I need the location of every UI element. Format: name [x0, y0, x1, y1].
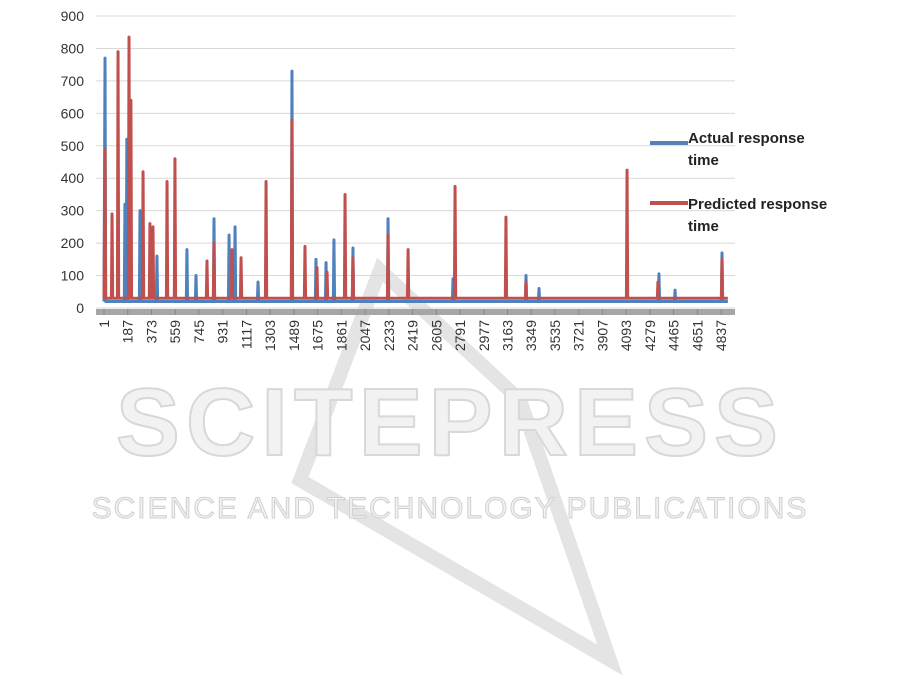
x-tick-label: 3721: [571, 320, 587, 351]
y-tick-label: 500: [61, 138, 85, 154]
y-tick-label: 100: [61, 268, 85, 284]
x-tick-label: 3349: [523, 320, 539, 351]
series-line: [102, 56, 728, 304]
x-tick-label: 3535: [547, 320, 563, 351]
x-tick-label: 1303: [262, 320, 278, 351]
x-tick-label: 4279: [642, 320, 658, 351]
x-tick-label: 2977: [476, 320, 492, 351]
x-tick-label: 3907: [594, 320, 610, 351]
y-tick-label: 400: [61, 170, 85, 186]
x-tick-label: 559: [167, 320, 183, 344]
x-tick-label: 2419: [405, 320, 421, 351]
watermark-title: SCITEPRESS: [116, 369, 784, 476]
x-axis: [96, 309, 735, 315]
x-tick-label: 4093: [618, 320, 634, 351]
x-tick-label: 1117: [238, 320, 254, 349]
x-tick-label: 745: [191, 320, 207, 344]
y-tick-label: 0: [76, 300, 84, 316]
watermark-shape: [291, 257, 623, 676]
x-tick-label: 373: [143, 320, 159, 344]
y-tick-label: 900: [61, 8, 85, 24]
x-tick-label: 1489: [286, 320, 302, 351]
x-tick-label: 2047: [357, 320, 373, 351]
x-tick-label: 4837: [713, 320, 729, 351]
x-tick-label: 4651: [689, 320, 705, 351]
x-tick-label: 1: [96, 320, 112, 328]
y-tick-label: 200: [61, 235, 85, 251]
x-tick-label: 2791: [452, 320, 468, 351]
legend-predicted: Predicted response time: [688, 196, 828, 235]
x-tick-label: 1675: [310, 320, 326, 351]
x-tick-label: 2233: [381, 320, 397, 351]
y-tick-label: 800: [61, 40, 85, 56]
x-tick-label: 3163: [499, 320, 515, 351]
watermark-subtitle: SCIENCE AND TECHNOLOGY PUBLICATIONS: [92, 492, 809, 525]
x-tick-label: 931: [215, 320, 231, 344]
y-tick-label: 300: [61, 203, 85, 219]
x-tick-label: 1861: [333, 320, 349, 351]
legend-actual: Actual response time: [688, 130, 805, 169]
x-tick-label: 4465: [666, 320, 682, 351]
y-tick-label: 600: [61, 105, 85, 121]
x-tick-label: 187: [120, 320, 136, 344]
series-line: [102, 35, 728, 300]
y-tick-label: 700: [61, 73, 85, 89]
x-tick-label: 2605: [428, 320, 444, 351]
